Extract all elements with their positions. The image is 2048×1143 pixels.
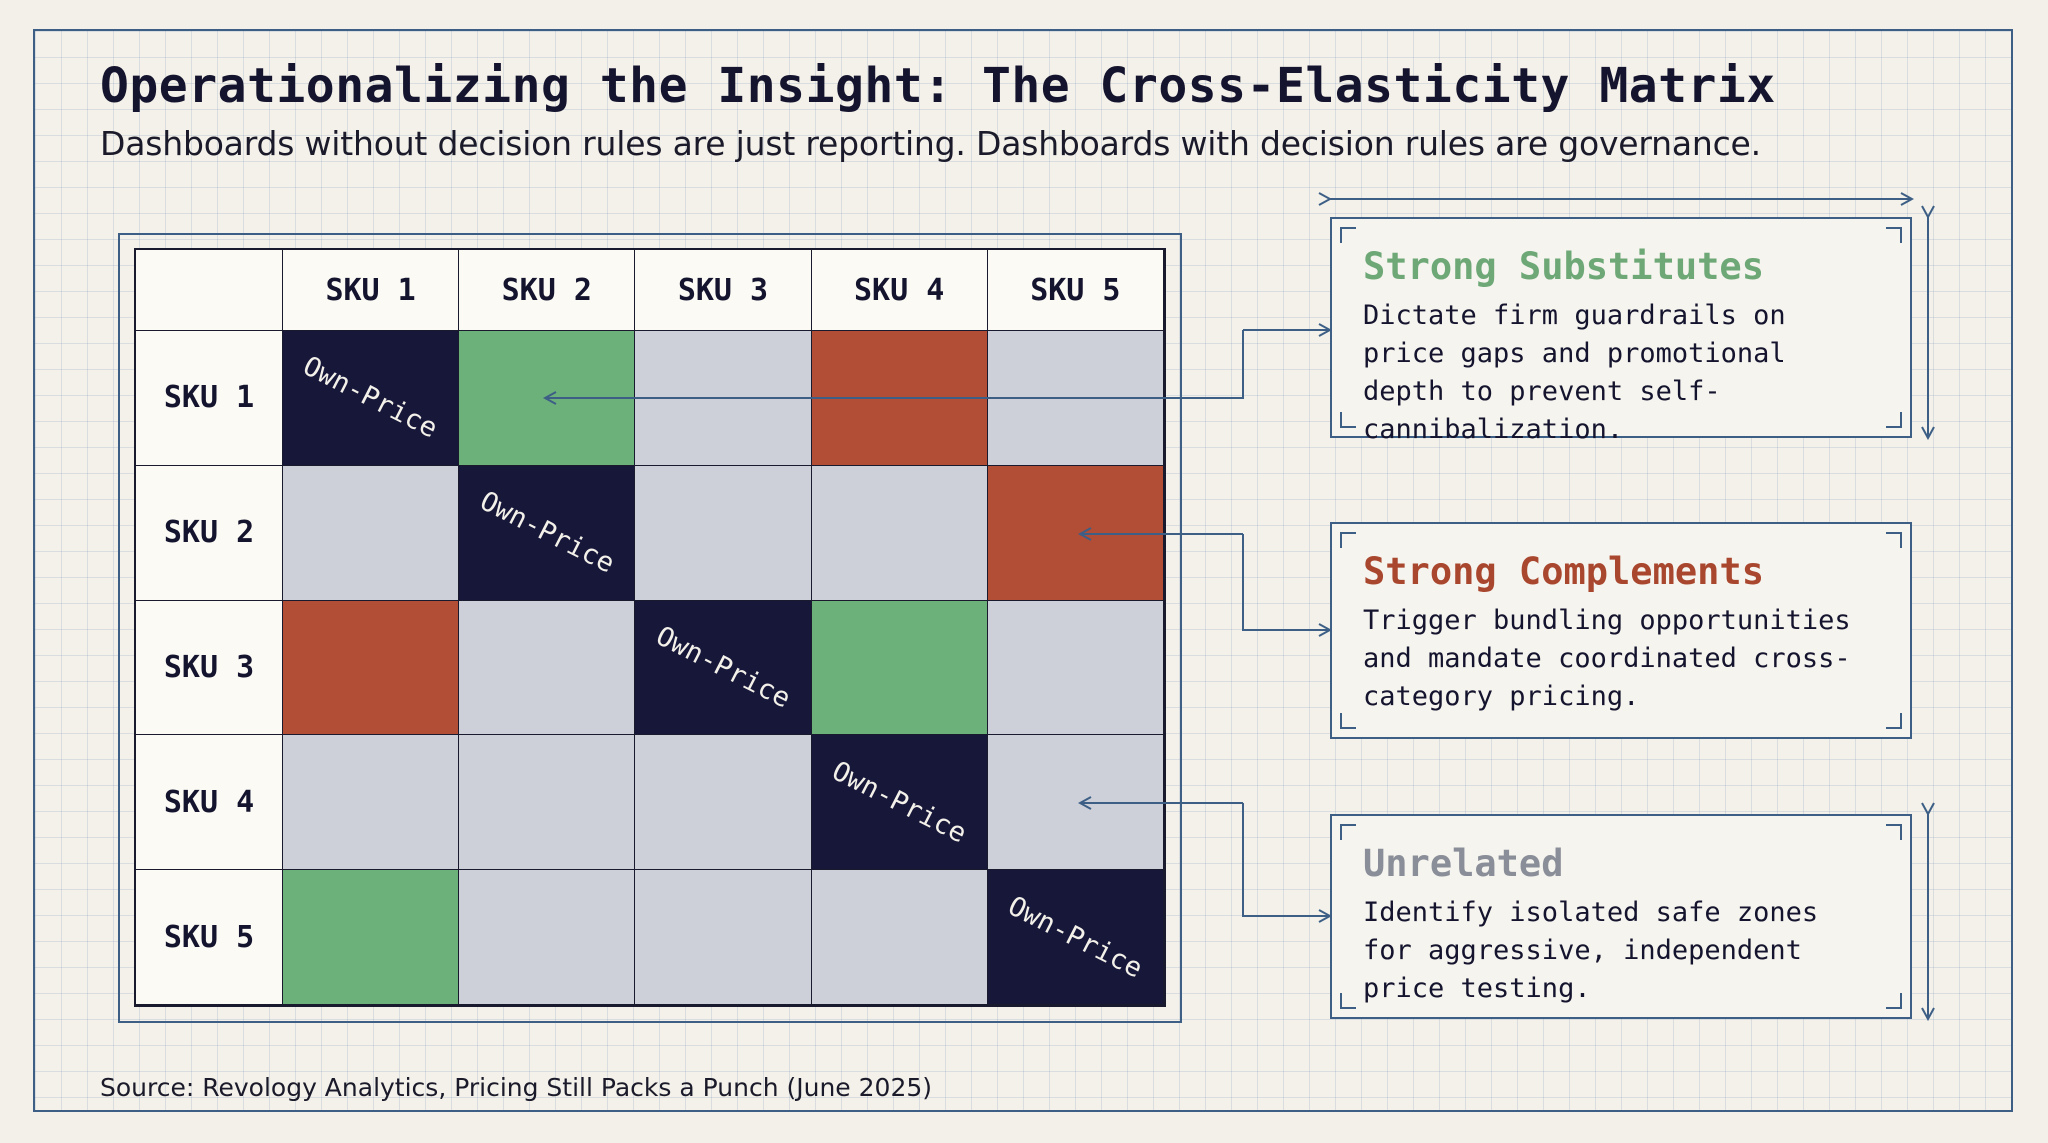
callout-text: Dictate firm guardrails on price gaps an… xyxy=(1363,300,1786,445)
corner-mark xyxy=(1886,412,1902,428)
matrix-cell-unrelated xyxy=(459,600,636,736)
corner-mark xyxy=(1886,824,1902,840)
matrix-corner xyxy=(136,250,283,331)
matrix-cell-unrelated xyxy=(635,870,812,1005)
column-header: SKU 2 xyxy=(459,250,636,331)
corner-mark xyxy=(1340,713,1356,729)
matrix-cell-complement xyxy=(987,465,1164,601)
matrix-cell-unrelated xyxy=(811,465,988,601)
matrix-cell-substitute xyxy=(283,870,460,1005)
corner-mark xyxy=(1886,227,1902,243)
matrix-cell-own: Own-Price xyxy=(811,735,988,871)
column-header: SKU 1 xyxy=(283,250,460,331)
matrix-cell-complement xyxy=(811,331,988,466)
matrix-cell-unrelated xyxy=(635,331,812,466)
matrix-cell-own: Own-Price xyxy=(987,870,1164,1005)
callout-title: Unrelated xyxy=(1363,842,1564,885)
corner-mark xyxy=(1886,713,1902,729)
callout-text: Trigger bundling opportunities and manda… xyxy=(1363,605,1851,712)
column-header: SKU 5 xyxy=(987,250,1164,331)
matrix-cell-own: Own-Price xyxy=(283,331,460,466)
corner-mark xyxy=(1340,824,1356,840)
corner-mark xyxy=(1340,993,1356,1009)
own-price-label: Own-Price xyxy=(1003,890,1148,985)
callout-title: Strong Complements xyxy=(1363,550,1764,593)
matrix-cell-unrelated xyxy=(283,465,460,601)
matrix-cell-unrelated xyxy=(987,600,1164,736)
row-header: SKU 3 xyxy=(136,600,283,736)
row-header: SKU 4 xyxy=(136,735,283,871)
row-header: SKU 1 xyxy=(136,331,283,466)
corner-mark xyxy=(1340,227,1356,243)
matrix-frame xyxy=(118,233,1182,1023)
own-price-label: Own-Price xyxy=(826,755,972,850)
callout-unrelated: Unrelated Identify isolated safe zones f… xyxy=(1330,814,1912,1019)
source-note: Source: Revology Analytics, Pricing Stil… xyxy=(100,1073,933,1102)
corner-mark xyxy=(1886,993,1902,1009)
matrix-cell-unrelated xyxy=(459,735,636,871)
corner-mark xyxy=(1340,412,1356,428)
callout-strong-complements: Strong Complements Trigger bundling oppo… xyxy=(1330,522,1912,739)
matrix-cell-unrelated xyxy=(811,870,988,1005)
matrix-cell-own: Own-Price xyxy=(459,465,636,601)
matrix-cell-own: Own-Price xyxy=(635,600,812,736)
matrix-cell-unrelated xyxy=(635,735,812,871)
column-header: SKU 3 xyxy=(635,250,812,331)
own-price-label: Own-Price xyxy=(474,485,620,580)
callout-strong-substitutes: Strong Substitutes Dictate firm guardrai… xyxy=(1330,217,1912,445)
matrix-cell-unrelated xyxy=(987,331,1164,466)
corner-mark xyxy=(1886,532,1902,548)
matrix-cell-substitute xyxy=(811,600,988,736)
matrix-cell-unrelated xyxy=(635,465,812,601)
own-price-label: Own-Price xyxy=(650,620,796,715)
callout-text: Identify isolated safe zones for aggress… xyxy=(1363,897,1819,1004)
corner-mark xyxy=(1340,532,1356,548)
page-subtitle: Dashboards without decision rules are ju… xyxy=(100,124,1761,163)
matrix-cell-substitute xyxy=(459,331,636,466)
matrix-cell-complement xyxy=(283,600,460,736)
matrix-cell-unrelated xyxy=(459,870,636,1005)
page-title: Operationalizing the Insight: The Cross-… xyxy=(100,58,1776,114)
matrix-cell-unrelated xyxy=(283,735,460,871)
row-header: SKU 2 xyxy=(136,465,283,601)
cross-elasticity-matrix: SKU 1 SKU 2 SKU 3 SKU 4 SKU 5 SKU 1 Own-Price S… xyxy=(136,250,1164,1005)
callout-title: Strong Substitutes xyxy=(1363,245,1764,288)
row-header: SKU 5 xyxy=(136,870,283,1005)
own-price-label: Own-Price xyxy=(298,350,443,445)
matrix-cell-unrelated xyxy=(987,735,1164,871)
column-header: SKU 4 xyxy=(811,250,988,331)
